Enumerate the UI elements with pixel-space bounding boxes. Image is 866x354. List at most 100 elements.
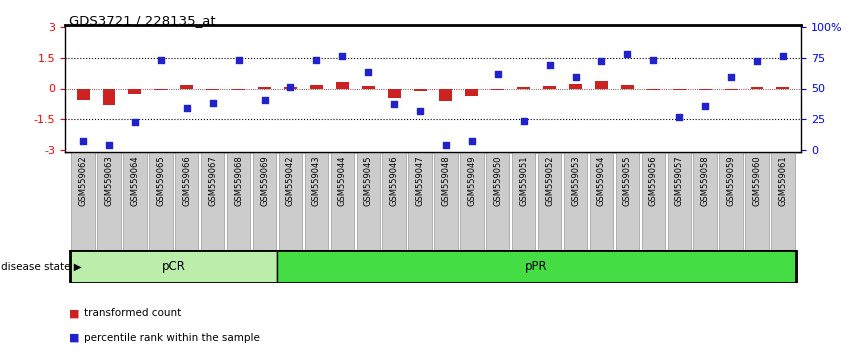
Bar [336, 82, 349, 88]
Bar [725, 88, 738, 90]
Text: GSM559051: GSM559051 [520, 155, 528, 206]
FancyBboxPatch shape [538, 152, 561, 250]
FancyBboxPatch shape [694, 152, 717, 250]
Bar [439, 88, 452, 101]
Text: pCR: pCR [162, 260, 185, 273]
Bar [180, 85, 193, 88]
FancyBboxPatch shape [253, 152, 276, 250]
Bar [232, 88, 245, 90]
Point [361, 69, 375, 75]
FancyBboxPatch shape [434, 152, 457, 250]
FancyBboxPatch shape [227, 152, 250, 250]
Point [517, 119, 531, 124]
FancyBboxPatch shape [512, 152, 535, 250]
Text: GSM559057: GSM559057 [675, 155, 684, 206]
FancyBboxPatch shape [305, 152, 328, 250]
Bar [465, 88, 478, 96]
Text: GSM559068: GSM559068 [234, 155, 243, 206]
Bar [491, 88, 504, 90]
Text: GSM559060: GSM559060 [753, 155, 761, 206]
Bar [517, 87, 530, 88]
Point [283, 85, 297, 90]
Point [232, 57, 246, 63]
FancyBboxPatch shape [383, 152, 406, 250]
FancyBboxPatch shape [331, 152, 354, 250]
Point [335, 53, 349, 59]
Bar [102, 88, 115, 105]
Point [180, 105, 194, 111]
Point [698, 103, 712, 109]
FancyBboxPatch shape [409, 152, 432, 250]
FancyBboxPatch shape [590, 152, 613, 250]
Point [569, 74, 583, 80]
Text: GSM559055: GSM559055 [623, 155, 632, 206]
Point [309, 57, 323, 63]
Point [257, 98, 271, 103]
Bar [128, 88, 141, 94]
FancyBboxPatch shape [71, 152, 94, 250]
Point [595, 58, 609, 64]
Text: GSM559045: GSM559045 [364, 155, 372, 206]
Bar [569, 84, 582, 88]
Point [724, 74, 738, 80]
Bar [414, 88, 427, 91]
Text: ■: ■ [69, 308, 80, 318]
Point [102, 142, 116, 148]
Text: GSM559065: GSM559065 [157, 155, 165, 206]
Text: GSM559058: GSM559058 [701, 155, 709, 206]
FancyBboxPatch shape [279, 152, 302, 250]
FancyBboxPatch shape [175, 152, 198, 250]
Bar [699, 88, 712, 90]
Point [439, 142, 453, 148]
Text: GSM559066: GSM559066 [182, 155, 191, 206]
Point [491, 71, 505, 77]
FancyBboxPatch shape [70, 250, 277, 283]
Point [154, 57, 168, 63]
Point [206, 100, 220, 106]
Bar [543, 86, 556, 88]
Text: pPR: pPR [526, 260, 548, 273]
Text: GSM559056: GSM559056 [649, 155, 658, 206]
Bar [154, 88, 167, 90]
Bar [310, 85, 323, 88]
FancyBboxPatch shape [668, 152, 691, 250]
FancyBboxPatch shape [460, 152, 483, 250]
Text: disease state ▶: disease state ▶ [1, 261, 81, 272]
Text: GSM559046: GSM559046 [390, 155, 398, 206]
Text: GSM559059: GSM559059 [727, 155, 735, 206]
FancyBboxPatch shape [772, 152, 795, 250]
FancyBboxPatch shape [357, 152, 380, 250]
Point [620, 51, 634, 56]
Text: GSM559063: GSM559063 [105, 155, 113, 206]
Bar [76, 88, 89, 100]
Text: GSM559050: GSM559050 [494, 155, 502, 206]
Bar [673, 88, 686, 90]
FancyBboxPatch shape [616, 152, 639, 250]
Text: GSM559053: GSM559053 [571, 155, 580, 206]
Text: GSM559061: GSM559061 [779, 155, 787, 206]
Point [543, 62, 557, 68]
Point [387, 101, 401, 107]
Point [750, 58, 764, 64]
Point [672, 114, 686, 120]
FancyBboxPatch shape [564, 152, 587, 250]
FancyBboxPatch shape [201, 152, 224, 250]
Text: transformed count: transformed count [84, 308, 181, 318]
Bar [595, 81, 608, 88]
Text: GSM559043: GSM559043 [312, 155, 321, 206]
FancyBboxPatch shape [277, 250, 796, 283]
Text: GSM559049: GSM559049 [468, 155, 476, 206]
Bar [621, 85, 634, 88]
Bar [284, 87, 297, 88]
Point [76, 138, 90, 144]
Bar [206, 88, 219, 90]
FancyBboxPatch shape [486, 152, 509, 250]
Text: GSM559048: GSM559048 [442, 155, 450, 206]
Text: GSM559062: GSM559062 [79, 155, 87, 206]
Point [465, 138, 479, 144]
Text: GSM559052: GSM559052 [545, 155, 554, 206]
Bar [362, 86, 375, 88]
Bar [258, 87, 271, 88]
Bar [647, 88, 660, 90]
FancyBboxPatch shape [642, 152, 665, 250]
